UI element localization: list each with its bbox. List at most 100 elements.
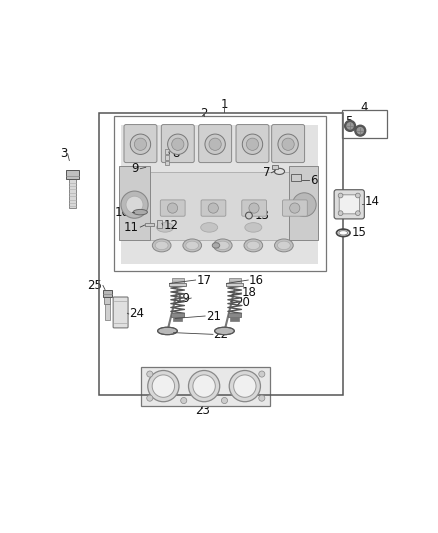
Text: 21: 21 [206,310,221,322]
Ellipse shape [157,223,173,232]
Circle shape [233,375,256,397]
Circle shape [246,138,258,150]
Text: 5: 5 [345,115,352,128]
Text: 1: 1 [221,99,228,111]
Circle shape [121,191,148,218]
Circle shape [356,193,360,198]
Bar [119,166,150,240]
FancyBboxPatch shape [272,165,278,169]
Text: 10: 10 [115,206,130,219]
Circle shape [242,134,263,155]
Circle shape [290,203,300,213]
Circle shape [134,138,147,150]
Text: 16: 16 [249,273,264,287]
Bar [342,110,387,139]
Circle shape [259,371,265,377]
Text: 3: 3 [60,147,68,160]
Ellipse shape [158,327,177,335]
Circle shape [188,370,220,402]
Text: 2: 2 [200,107,208,119]
Circle shape [172,138,184,150]
Bar [114,116,326,271]
Text: 4: 4 [360,101,368,114]
Text: 25: 25 [88,279,102,292]
Circle shape [167,203,178,213]
Bar [69,179,76,208]
Text: 6: 6 [310,174,318,187]
Bar [169,282,186,286]
Circle shape [345,120,356,131]
Circle shape [278,134,298,155]
Bar [166,149,169,154]
FancyBboxPatch shape [66,169,78,179]
Ellipse shape [186,241,199,249]
Bar [166,160,169,165]
Bar [230,317,240,321]
Ellipse shape [247,241,260,249]
FancyBboxPatch shape [160,200,185,216]
Bar [157,220,162,228]
Text: 17: 17 [197,273,212,287]
Ellipse shape [245,223,262,232]
Circle shape [222,398,227,403]
Circle shape [338,193,343,198]
Bar [105,304,110,320]
Circle shape [292,193,316,216]
FancyBboxPatch shape [272,125,304,163]
FancyBboxPatch shape [124,125,157,163]
Circle shape [347,123,353,129]
Ellipse shape [339,231,348,235]
FancyBboxPatch shape [199,125,232,163]
Circle shape [282,138,294,150]
Circle shape [147,371,153,377]
Text: 7: 7 [263,166,270,179]
Bar [173,317,182,321]
Circle shape [208,203,219,213]
Text: 22: 22 [214,328,229,341]
Circle shape [148,370,179,402]
Circle shape [147,395,153,401]
Text: 20: 20 [235,296,250,309]
Circle shape [168,134,188,155]
Bar [291,174,301,181]
Circle shape [130,134,151,155]
Bar [104,296,110,304]
FancyBboxPatch shape [113,297,128,328]
Text: 12: 12 [164,219,179,232]
Bar [229,278,241,283]
Ellipse shape [133,209,148,215]
Circle shape [246,212,252,219]
Ellipse shape [244,239,263,252]
Text: 14: 14 [364,195,379,208]
Text: 9: 9 [131,162,139,175]
Circle shape [357,127,363,134]
Ellipse shape [274,168,285,174]
Circle shape [259,395,265,401]
Circle shape [249,203,259,213]
Circle shape [126,196,143,213]
Bar [226,282,243,286]
Ellipse shape [183,239,201,252]
Text: 8: 8 [172,147,179,160]
Ellipse shape [152,239,171,252]
Text: 19: 19 [176,292,191,304]
Ellipse shape [212,243,220,248]
FancyBboxPatch shape [102,289,112,297]
Bar [121,125,318,264]
Circle shape [355,125,366,136]
Bar [166,155,169,160]
Ellipse shape [277,241,290,249]
FancyBboxPatch shape [283,200,307,216]
FancyBboxPatch shape [334,190,364,219]
Bar [145,223,154,226]
Ellipse shape [201,223,218,232]
Circle shape [152,375,175,397]
FancyBboxPatch shape [161,125,194,163]
Text: 13: 13 [254,209,269,222]
Circle shape [356,211,360,215]
Circle shape [193,375,215,397]
Text: 18: 18 [242,286,257,300]
FancyBboxPatch shape [242,200,267,216]
Text: 23: 23 [195,404,210,417]
Ellipse shape [215,327,234,335]
